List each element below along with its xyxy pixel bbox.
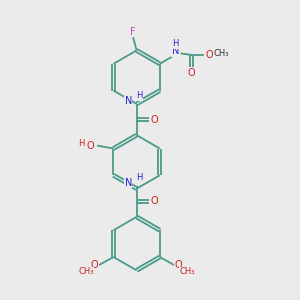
Text: O: O [87, 140, 94, 151]
Text: CH₃: CH₃ [179, 267, 195, 276]
Text: O: O [175, 260, 182, 270]
Text: H: H [79, 139, 85, 148]
Text: O: O [205, 50, 213, 60]
Text: CH₃: CH₃ [213, 49, 229, 58]
Text: O: O [91, 260, 98, 270]
Text: H: H [136, 173, 142, 182]
Text: O: O [151, 196, 158, 206]
Text: CH₃: CH₃ [78, 267, 94, 276]
Text: O: O [188, 68, 195, 78]
Text: N: N [172, 46, 179, 56]
Text: O: O [151, 115, 158, 125]
Text: H: H [172, 39, 179, 48]
Text: N: N [124, 178, 132, 188]
Text: N: N [124, 96, 132, 106]
Text: H: H [136, 92, 142, 100]
Text: F: F [130, 27, 136, 37]
